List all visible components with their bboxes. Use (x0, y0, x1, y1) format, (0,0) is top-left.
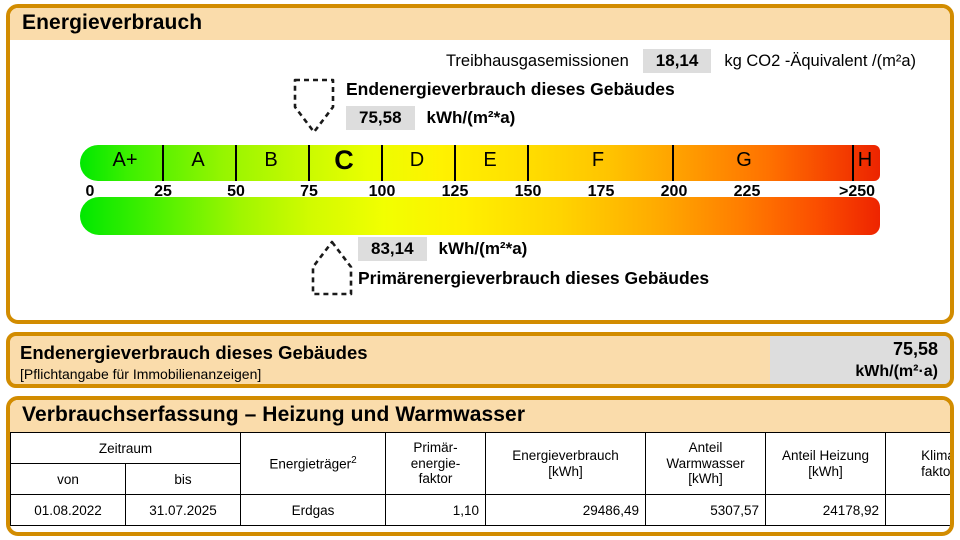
cell-anteil-warmwasser: 5307,57 (645, 494, 767, 527)
consumption-table: Zeitraum Energieträger2 Primär- energie-… (10, 432, 951, 527)
primary-energy-marker-block: 83,14 kWh/(m²*a) Primärenergieverbrauch … (10, 237, 950, 299)
class-label-h: H (857, 149, 873, 172)
scale-divider-100 (381, 145, 383, 182)
primary-energy-title: Primärenergieverbrauch dieses Gebäudes (358, 268, 710, 289)
mandatory-value-box: 75,58 kWh/(m²·a) (770, 336, 950, 384)
final-energy-value-line: 75,58 kWh/(m²*a) (346, 106, 675, 131)
final-energy-value: 75,58 (346, 106, 415, 131)
cell-primaerenergiefaktor: 1,10 (385, 494, 487, 527)
emissions-label: Treibhausgasemissionen (445, 51, 629, 70)
header-anteil-heizung-line1: Anteil Heizung (781, 448, 870, 464)
table-header-row-subgroup: von bis (10, 463, 951, 496)
header-klimafaktor: Klima faktor (885, 432, 954, 496)
primary-energy-unit: kWh/(m²*a) (438, 239, 528, 259)
tick-over-250: >250 (838, 183, 876, 201)
tick-0: 0 (85, 183, 95, 201)
tick-150: 150 (514, 183, 542, 201)
mandatory-subtitle: [Pflichtangabe für Immobilienanzeigen] (20, 366, 262, 383)
header-anteil-warmwasser: Anteil Warmwasser [kWh] (645, 432, 767, 496)
panel-title-energieverbrauch: Energieverbrauch (10, 8, 950, 41)
class-label-c: C (334, 145, 354, 176)
final-energy-title: Endenergieverbrauch dieses Gebäudes (346, 79, 675, 100)
tick-125: 125 (441, 183, 469, 201)
header-energietraeger-footnote: 2 (351, 455, 357, 467)
header-primaerenergiefaktor-line2: energie- (410, 455, 461, 471)
tick-25: 25 (154, 183, 172, 201)
class-label-g: G (736, 149, 752, 172)
scale-divider-125 (454, 145, 456, 182)
header-anteil-warmwasser-line3: [kWh] (688, 471, 723, 487)
class-label-b: B (264, 149, 278, 172)
energy-class-scale-bar: A+ A B C D E F G H (80, 145, 880, 182)
tick-200: 200 (660, 183, 688, 201)
header-anteil-heizung: Anteil Heizung [kWh] (765, 432, 887, 496)
final-energy-texts: Endenergieverbrauch dieses Gebäudes 75,5… (346, 79, 675, 131)
consumption-records-panel: Verbrauchserfassung – Heizung und Warmwa… (6, 396, 954, 536)
mandatory-value: 75,58 (892, 338, 938, 359)
scale-divider-50 (235, 145, 237, 182)
cell-von: 01.08.2022 (10, 494, 126, 527)
header-energieverbrauch: Energieverbrauch [kWh] (485, 432, 647, 496)
class-label-e: E (483, 149, 497, 172)
scale-divider-150 (527, 145, 529, 182)
primary-energy-value: 83,14 (358, 237, 427, 262)
class-label-a-plus: A+ (112, 149, 138, 172)
mandatory-disclosure-panel: Endenergieverbrauch dieses Gebäudes [Pfl… (6, 332, 954, 388)
emissions-unit: kg CO2 -Äquivalent /(m²a) (724, 51, 916, 70)
tick-100: 100 (368, 183, 396, 201)
scale-divider-250 (852, 145, 854, 182)
cell-energieverbrauch: 29486,49 (485, 494, 647, 527)
class-label-f: F (591, 149, 605, 172)
cell-energietraeger: Erdgas (240, 494, 387, 527)
header-energieverbrauch-line2: [kWh] (548, 463, 583, 479)
table-header-row-group: Zeitraum Energieträger2 Primär- energie-… (10, 432, 950, 496)
header-bis: bis (124, 463, 242, 496)
header-von: von (10, 463, 126, 496)
mandatory-left-block: Endenergieverbrauch dieses Gebäudes [Pfl… (10, 336, 770, 384)
header-anteil-heizung-line2: [kWh] (808, 463, 843, 479)
table-row: 01.08.2022 31.07.2025 Erdgas 1,10 29486,… (10, 494, 950, 527)
header-klimafaktor-line1: Klima (921, 448, 954, 464)
energy-class-scale: A+ A B C D E F G H 0 25 (80, 145, 880, 200)
cell-anteil-heizung: 24178,92 (765, 494, 887, 527)
header-anteil-warmwasser-line2: Warmwasser (666, 455, 745, 471)
energy-gradient-bar (80, 197, 880, 236)
primary-energy-value-line: 83,14 kWh/(m²*a) (358, 237, 709, 262)
header-primaerenergiefaktor-line1: Primär- (413, 440, 458, 456)
tick-50: 50 (227, 183, 245, 201)
mandatory-unit: kWh/(m²·a) (855, 363, 938, 381)
header-primaerenergiefaktor: Primär- energie- faktor (385, 432, 487, 496)
cell-bis: 31.07.2025 (124, 494, 242, 527)
header-energietraeger-label: Energieträger (269, 456, 352, 472)
primary-energy-texts: 83,14 kWh/(m²*a) Primärenergieverbrauch … (358, 237, 709, 289)
cell-klimafaktor: 1,24 (885, 494, 950, 527)
panel-title-verbrauchserfassung: Verbrauchserfassung – Heizung und Warmwa… (10, 400, 950, 433)
mandatory-title: Endenergieverbrauch dieses Gebäudes (20, 341, 368, 363)
header-anteil-warmwasser-line1: Anteil (688, 440, 723, 456)
header-zeitraum: Zeitraum (10, 432, 242, 465)
tick-75: 75 (300, 183, 318, 201)
emissions-value: 18,14 (642, 49, 712, 74)
header-energietraeger: Energieträger2 (240, 432, 387, 496)
scale-divider-25 (162, 145, 164, 182)
header-klimafaktor-line2: faktor (921, 463, 954, 479)
tick-225: 225 (733, 183, 761, 201)
final-energy-marker-block: Endenergieverbrauch dieses Gebäudes 75,5… (10, 77, 950, 145)
final-energy-unit: kWh/(m²*a) (426, 108, 516, 128)
tick-175: 175 (587, 183, 615, 201)
energy-consumption-panel: Energieverbrauch Treibhausgasemissionen … (6, 4, 954, 324)
scale-tick-labels: 0 25 50 75 100 125 150 175 200 225 >250 (80, 183, 880, 205)
greenhouse-gas-emissions-row: Treibhausgasemissionen 18,14 kg CO2 -Äqu… (10, 40, 950, 74)
class-label-a: A (191, 149, 205, 172)
scale-divider-200 (672, 145, 674, 182)
header-primaerenergiefaktor-line3: faktor (418, 471, 453, 487)
header-energieverbrauch-line1: Energieverbrauch (512, 448, 619, 464)
scale-divider-75 (308, 145, 310, 182)
class-label-d: D (409, 149, 425, 172)
marker-pin-down-icon (292, 77, 336, 135)
marker-pin-up-icon (310, 239, 354, 297)
